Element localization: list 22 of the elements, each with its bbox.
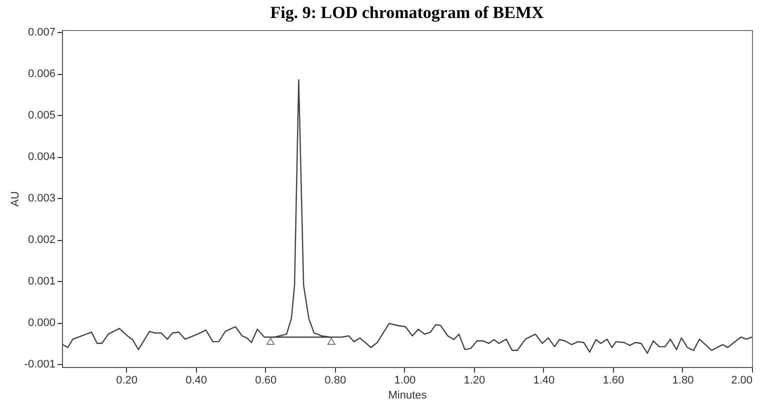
- y-tick-label: 0.003: [28, 192, 56, 205]
- chart-title: Fig. 9: LOD chromatogram of BEMX: [270, 3, 544, 22]
- y-tick-label: 0.002: [28, 234, 56, 246]
- y-tick-label: 0.001: [28, 276, 56, 288]
- y-tick-label: 0.006: [28, 68, 56, 80]
- x-tick-label: 0.80: [324, 374, 346, 386]
- y-tick-label: -0.001: [24, 358, 56, 371]
- x-tick-label: 1.20: [464, 374, 486, 386]
- y-tick-label: 0.007: [28, 26, 56, 39]
- x-tick-label: 1.60: [602, 374, 624, 386]
- x-axis-title: Minutes: [388, 390, 428, 402]
- x-tick-label: 1.00: [394, 374, 416, 386]
- x-tick-label: 2.00: [731, 374, 752, 386]
- x-tick-label: 1.80: [672, 374, 694, 386]
- x-tick-label: 1.40: [533, 374, 555, 386]
- y-tick-label: 0.005: [28, 110, 56, 122]
- y-tick-label: 0.000: [28, 317, 56, 330]
- y-tick-label: 0.004: [28, 151, 56, 164]
- y-axis-title: AU: [9, 191, 22, 207]
- x-tick-label: 0.40: [186, 374, 208, 386]
- x-tick-label: 0.20: [116, 374, 138, 386]
- x-tick-label: 0.60: [255, 374, 277, 386]
